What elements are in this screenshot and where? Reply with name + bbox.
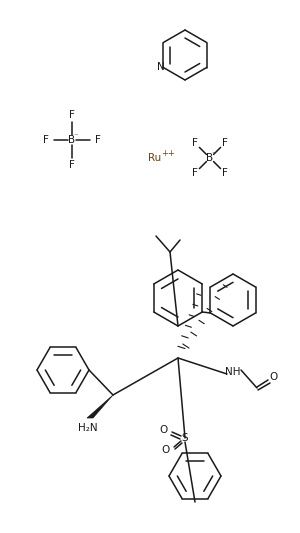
- Polygon shape: [87, 395, 113, 418]
- Text: B: B: [206, 153, 214, 163]
- Text: NH: NH: [225, 367, 241, 377]
- Text: ++: ++: [161, 149, 175, 158]
- Text: F: F: [69, 160, 75, 170]
- Text: O: O: [270, 372, 278, 382]
- Text: S: S: [182, 433, 188, 443]
- Text: F: F: [192, 168, 198, 178]
- Text: F: F: [222, 168, 228, 178]
- Text: O: O: [161, 445, 169, 455]
- Text: O: O: [159, 425, 167, 435]
- Text: B: B: [68, 135, 76, 145]
- Text: Ru: Ru: [148, 153, 162, 163]
- Text: ⁻: ⁻: [212, 149, 216, 158]
- Text: F: F: [192, 138, 198, 148]
- Text: ⁻: ⁻: [74, 132, 78, 141]
- Text: F: F: [43, 135, 49, 145]
- Text: F: F: [222, 138, 228, 148]
- Text: N: N: [158, 62, 165, 72]
- Text: F: F: [69, 110, 75, 120]
- Text: H₂N: H₂N: [78, 423, 98, 433]
- Text: F: F: [95, 135, 101, 145]
